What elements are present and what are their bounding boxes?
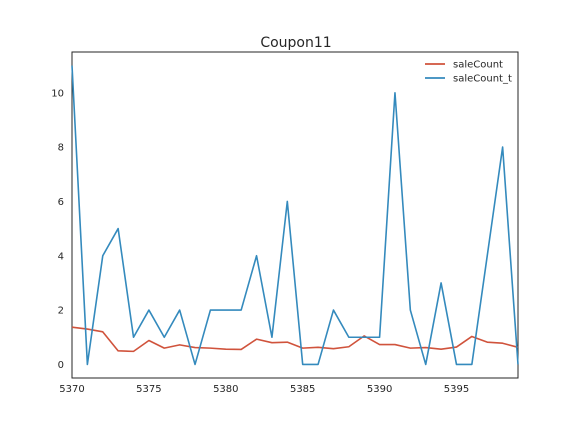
y-tick-label: 10	[51, 88, 64, 99]
chart-title: Coupon11	[260, 35, 331, 51]
y-axis-ticks: 0 2 4 6 8 10	[51, 88, 64, 371]
x-tick-label: 5380	[213, 384, 238, 395]
x-tick-label: 5395	[444, 384, 469, 395]
legend: saleCount saleCount_t	[425, 60, 512, 85]
y-tick-label: 8	[58, 143, 64, 154]
plot-area-frame	[71, 51, 519, 379]
x-axis-ticks: 5370 5375 5380 5385 5390 5395	[59, 384, 469, 395]
x-tick-label: 5385	[290, 384, 315, 395]
legend-label: saleCount_t	[453, 74, 512, 85]
series-line-salecount	[71, 326, 519, 353]
y-tick-label: 0	[58, 360, 64, 371]
y-tick-label: 4	[58, 251, 64, 262]
x-tick-label: 5390	[367, 384, 392, 395]
x-tick-label: 5370	[59, 384, 84, 395]
series-layer	[71, 65, 519, 366]
series-line-salecount-t	[71, 65, 519, 366]
x-tick-label: 5375	[136, 384, 161, 395]
y-tick-label: 6	[58, 197, 64, 208]
legend-label: saleCount	[453, 60, 503, 71]
y-tick-label: 2	[58, 306, 64, 317]
